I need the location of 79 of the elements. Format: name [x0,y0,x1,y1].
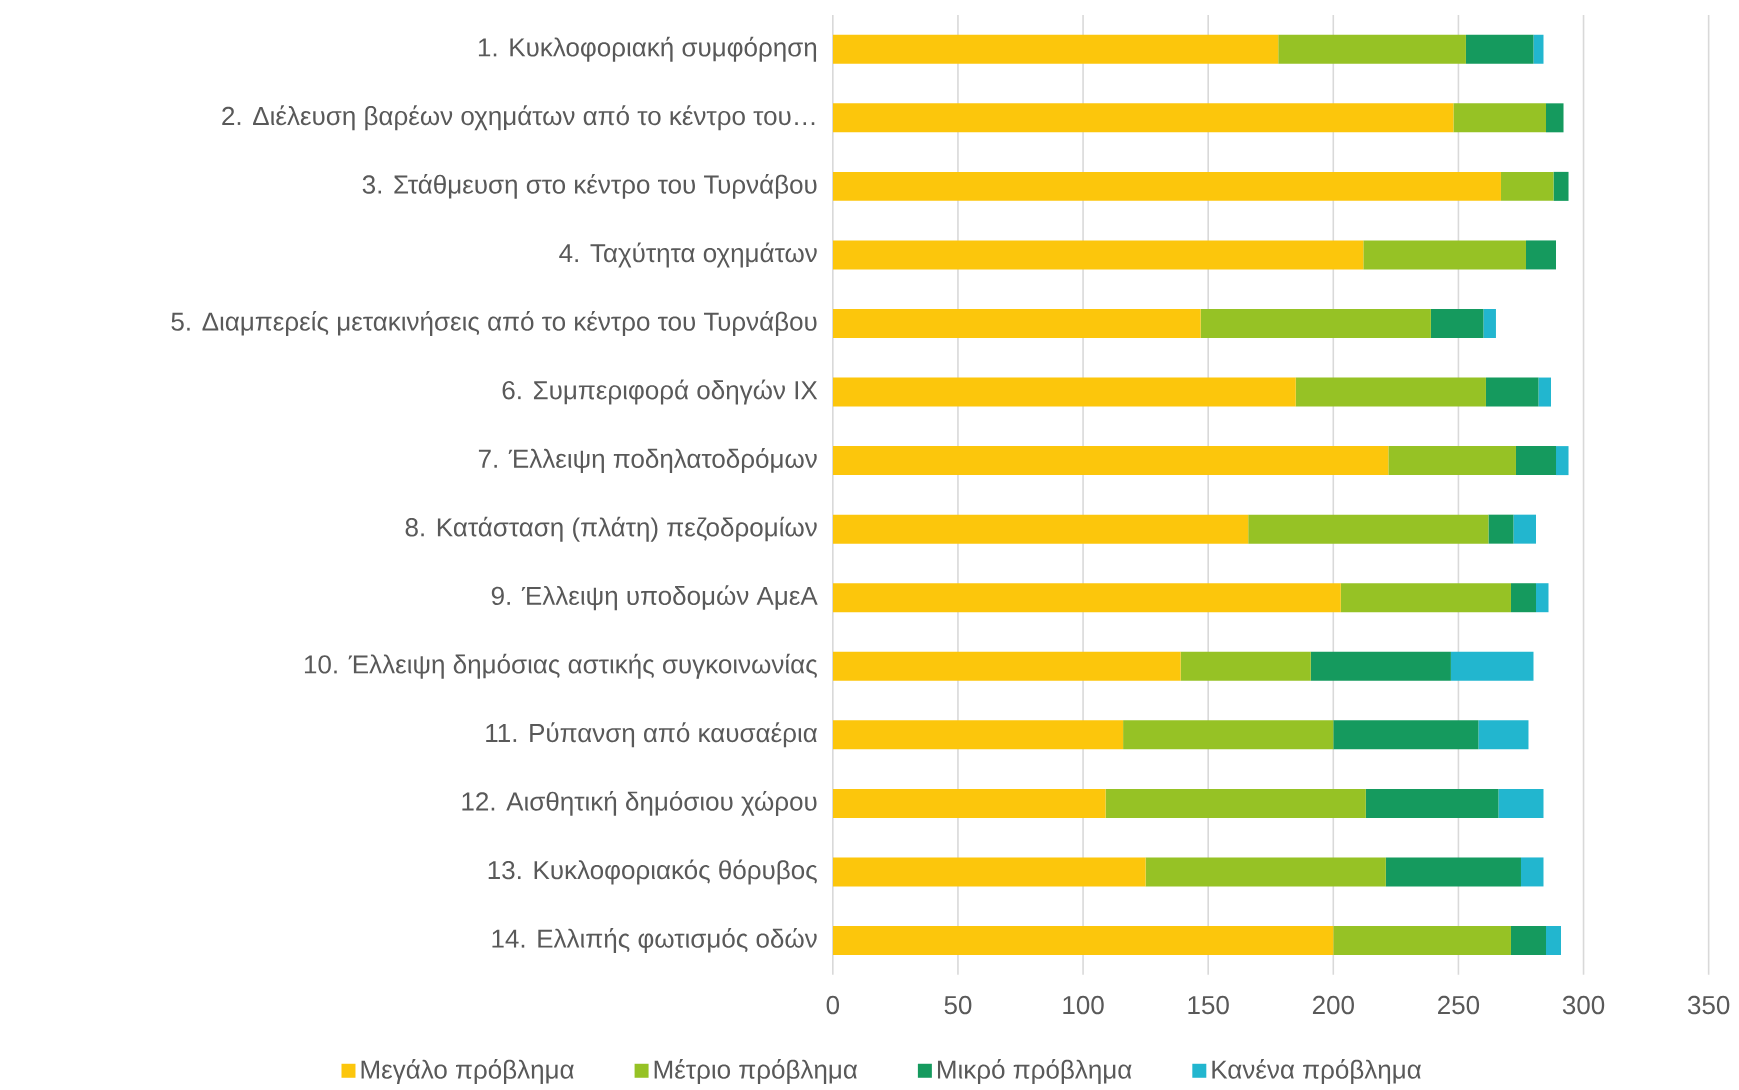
bar [1515,445,1557,475]
x-tick-label: 350 [1687,995,1730,1015]
bar [1388,445,1516,475]
x-tick-label: 50 [944,995,972,1015]
bar [1180,651,1311,681]
legend-label: Μέτριο πρόβλημα [654,1058,858,1084]
bar [1363,240,1526,270]
bar [1295,377,1486,407]
legend-label: Μεγάλο πρόβλημα [361,1058,574,1084]
y-tick-label: 11. Ρύπανση από καυσαέρια [486,722,818,748]
bar [832,34,1279,64]
y-tick-label: 9. Έλλειψη υποδομών ΑμεΑ [491,584,818,610]
bar [1385,857,1521,887]
y-tick-label: 8. Κατάσταση (πλάτη) πεζοδρομίων [405,516,817,542]
bar [1520,857,1544,887]
bar [1498,788,1544,818]
y-tick-label: 1. Κυκλοφοριακή συμφόρηση [478,36,817,62]
bar [1510,925,1546,955]
bar [1478,720,1529,750]
bar [1535,582,1549,612]
bar [1145,857,1386,887]
x-tick-label: 100 [1063,995,1104,1015]
y-tick-label: 13. Κυκλοφοριακός θόρυβος [488,859,817,885]
bar [1365,788,1499,818]
bar [832,171,1501,201]
bar [1430,308,1484,338]
y-tick-label: 3. Στάθμευση στο κέντρο του Τυρνάβου [362,173,817,199]
bar [1488,514,1514,544]
y-tick-label: 12. Αισθητική δημόσιου χώρου [462,790,817,816]
bar [832,925,1334,955]
bar [1310,651,1451,681]
bar [1105,788,1366,818]
y-tick-label: 7. Έλλειψη ποδηλατοδρόμων [478,447,817,473]
bar [1525,240,1557,270]
bar [832,651,1181,681]
bar [832,857,1146,887]
bar [1278,34,1466,64]
y-tick-label: 10. Έλλειψη δημόσιας αστικής συγκοινωνίας [304,653,817,679]
bar [832,377,1296,407]
bar [1248,514,1489,544]
legend-label: Μικρό πρόβλημα [937,1058,1132,1084]
bar [1533,34,1544,64]
bar [1553,171,1569,201]
bar [1510,582,1536,612]
bar [1513,514,1536,544]
bar [832,720,1124,750]
y-tick-label: 5. Διαμπερείς μετακινήσεις από το κέντρο του Τυρνάβου [171,310,817,336]
bar [832,103,1454,133]
bar [832,445,1389,475]
bar [832,514,1249,544]
y-tick-label: 6. Συμπεριφορά οδηγών ΙΧ [502,379,818,405]
bar [1450,651,1534,681]
bar [1483,308,1496,338]
bar [1538,377,1551,407]
y-tick-label: 2. Διέλευση βαρέων οχημάτων από το κέντρο του… [222,105,815,131]
x-tick-label: 250 [1438,995,1480,1015]
bar [1333,925,1511,955]
bar [1485,377,1539,407]
x-tick-label: 0 [826,995,840,1015]
bar [1500,171,1554,201]
bar [1333,720,1479,750]
bar [832,582,1341,612]
bar [1546,103,1564,133]
x-tick-label: 300 [1562,995,1605,1015]
bar [1546,925,1562,955]
bar [1340,582,1511,612]
y-tick-label: 14. Ελλιπής φωτισμός οδών [492,927,817,953]
x-tick-label: 150 [1188,995,1229,1015]
bar [1556,445,1569,475]
x-tick-label: 200 [1312,995,1354,1015]
bar [832,240,1364,270]
y-tick-label: 4. Ταχύτητα οχημάτων [559,242,817,268]
bar [832,788,1106,818]
legend-label: Κανένα πρόβλημα [1212,1058,1421,1084]
bar [1123,720,1334,750]
bar [832,308,1201,338]
bar [1453,103,1546,133]
bar [1465,34,1534,64]
bar [1200,308,1431,338]
